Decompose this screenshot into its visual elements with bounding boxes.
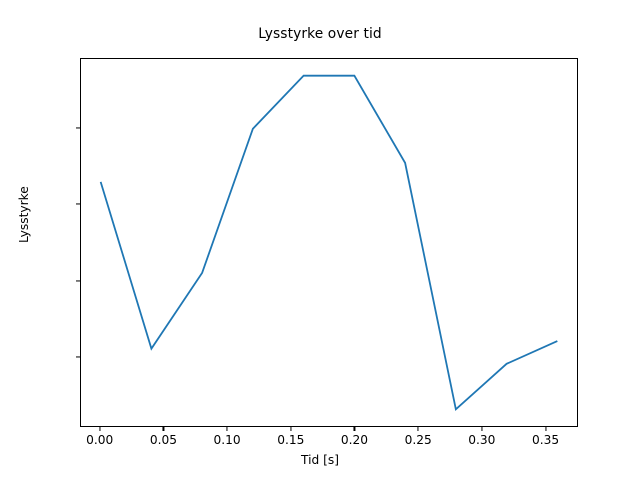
x-tick-label: 0.05 [149,433,177,447]
x-tick-mark [353,427,356,431]
x-tick-mark [226,427,228,431]
x-tick-label: 0.00 [86,433,114,447]
x-tick-mark [481,427,483,431]
plot-area [80,58,578,427]
chart-title: Lysstyrke over tid [258,26,382,42]
x-tick-label: 0.35 [531,433,560,447]
y-tick-mark [76,203,80,205]
x-tick-label: 0.25 [404,433,432,447]
x-tick-label: 0.20 [340,433,369,447]
y-axis-label: Lysstyrke [17,186,31,243]
x-tick-label: 0.15 [277,433,305,447]
y-tick-mark [76,280,80,282]
y-tick-mark [76,127,80,129]
x-tick-mark [162,427,164,431]
x-tick-mark [417,427,419,431]
x-axis-label: Tid [s] [301,453,339,467]
x-tick-mark [544,427,547,431]
x-tick-mark [99,427,101,431]
x-tick-label: 0.10 [213,433,241,447]
y-tick-mark [76,356,80,358]
data-line-svg [99,74,558,412]
x-tick-mark [290,427,292,431]
data-line-series [99,74,558,412]
x-tick-label: 0.30 [468,433,496,447]
